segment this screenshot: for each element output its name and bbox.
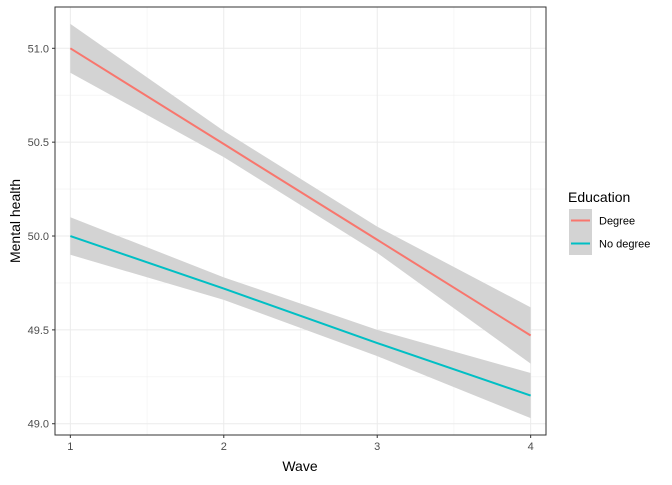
- y-tick-label: 50.5: [28, 137, 49, 149]
- legend: Education Degree No degree: [568, 189, 650, 255]
- y-tick-label: 50.0: [28, 231, 49, 243]
- y-tick-label: 51.0: [28, 43, 49, 55]
- ribbon-degree: [70, 23, 531, 364]
- legend-title: Education: [568, 189, 630, 205]
- y-axis-ticks: 49.0 49.5 50.0 50.5 51.0: [28, 43, 55, 431]
- y-tick-label: 49.5: [28, 325, 49, 337]
- series-lines: [69, 47, 532, 397]
- x-axis-ticks: 1 2 3 4: [67, 435, 534, 453]
- legend-label-degree: Degree: [599, 216, 635, 228]
- y-tick-label: 49.0: [28, 419, 49, 431]
- x-tick-label: 3: [374, 441, 380, 453]
- x-axis-title: Wave: [282, 458, 317, 474]
- legend-item-degree: Degree: [569, 209, 635, 232]
- line-degree: [69, 47, 532, 337]
- x-tick-label: 1: [67, 441, 73, 453]
- line-no-degree: [70, 235, 531, 397]
- confidence-ribbons: [70, 23, 531, 419]
- legend-item-no-degree: No degree: [569, 232, 650, 255]
- legend-items: Degree No degree: [569, 209, 650, 255]
- x-tick-label: 4: [528, 441, 534, 453]
- x-tick-label: 2: [221, 441, 227, 453]
- y-axis-title: Mental health: [7, 179, 23, 263]
- plot-border: [54, 6, 547, 436]
- legend-label-no-degree: No degree: [599, 239, 650, 251]
- ribbon-no-degree: [70, 217, 531, 419]
